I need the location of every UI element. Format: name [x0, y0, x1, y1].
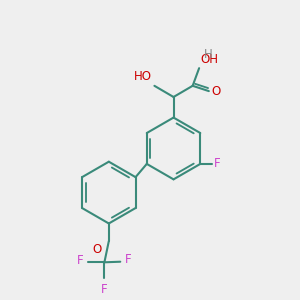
Text: F: F — [214, 158, 221, 170]
Text: F: F — [124, 254, 131, 266]
Text: O: O — [211, 85, 220, 98]
Text: O: O — [92, 244, 101, 256]
Text: OH: OH — [201, 53, 219, 66]
Text: F: F — [77, 254, 83, 267]
Text: H: H — [204, 48, 213, 62]
Text: HO: HO — [134, 70, 152, 83]
Text: F: F — [101, 283, 108, 296]
